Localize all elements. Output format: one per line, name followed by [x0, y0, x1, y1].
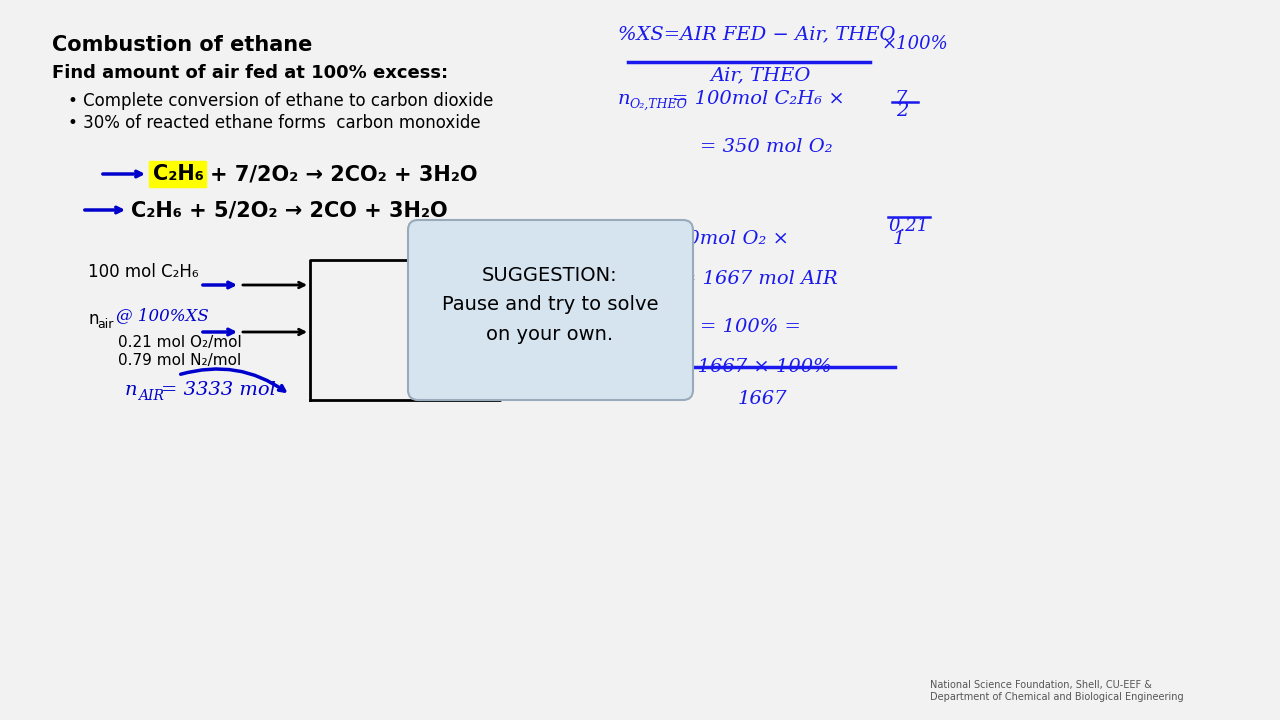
- Text: + 7/2O₂ → 2CO₂ + 3H₂O: + 7/2O₂ → 2CO₂ + 3H₂O: [210, 164, 477, 184]
- Text: n₁ mol CO₂: n₁ mol CO₂: [509, 258, 593, 272]
- Text: 7: 7: [895, 90, 908, 108]
- Text: Combustion of ethane: Combustion of ethane: [52, 35, 312, 55]
- Text: %XS = 100% =: %XS = 100% =: [648, 318, 801, 336]
- Text: 2: 2: [896, 102, 909, 120]
- Text: = 3333 mol: = 3333 mol: [161, 381, 276, 399]
- Text: 100 mol C₂H₆: 100 mol C₂H₆: [88, 263, 198, 281]
- Text: C₂H₆ + 5/2O₂ → 2CO + 3H₂O: C₂H₆ + 5/2O₂ → 2CO + 3H₂O: [131, 200, 448, 220]
- Text: n₃ mol H₂O: n₃ mol H₂O: [509, 302, 594, 317]
- Text: 1667: 1667: [739, 390, 787, 408]
- Text: n: n: [618, 90, 631, 108]
- Text: 0.21 mol O₂/mol: 0.21 mol O₂/mol: [118, 335, 242, 349]
- Text: O₂,THEO: O₂,THEO: [630, 98, 687, 111]
- Text: 0.21: 0.21: [888, 217, 928, 235]
- Text: • Complete conversion of ethane to carbon dioxide: • Complete conversion of ethane to carbo…: [68, 92, 493, 110]
- Text: = 1667 mol AIR: = 1667 mol AIR: [680, 270, 837, 288]
- Text: ×100%: ×100%: [882, 35, 948, 53]
- Text: • 30% of reacted ethane forms  carbon monoxide: • 30% of reacted ethane forms carbon mon…: [68, 114, 480, 132]
- Text: n₆ mol C₂H₆: n₆ mol C₂H₆: [509, 367, 598, 382]
- Text: = 100mol C₂H₆ ×: = 100mol C₂H₆ ×: [672, 90, 845, 108]
- Text: 0.79 mol N₂/mol: 0.79 mol N₂/mol: [118, 353, 241, 367]
- Text: C₂H₆: C₂H₆: [154, 164, 204, 184]
- Text: Air, THEO: Air, THEO: [710, 66, 810, 84]
- Text: − 1667 × 100%: − 1667 × 100%: [675, 358, 832, 376]
- Text: AIR: AIR: [653, 365, 678, 379]
- Text: = 350mol O₂ ×: = 350mol O₂ ×: [640, 230, 788, 248]
- FancyBboxPatch shape: [408, 220, 692, 400]
- Text: = 350 mol O₂: = 350 mol O₂: [700, 138, 832, 156]
- Text: National Science Foundation, Shell, CU-EEF &
Department of Chemical and Biologic: National Science Foundation, Shell, CU-E…: [931, 680, 1184, 702]
- Text: n: n: [640, 358, 653, 376]
- Text: %XS=AIR FED − Air, THEO: %XS=AIR FED − Air, THEO: [618, 25, 896, 43]
- Text: n₂ mol CO: n₂ mol CO: [509, 279, 586, 294]
- Text: SUGGESTION:
Pause and try to solve
on your own.: SUGGESTION: Pause and try to solve on yo…: [442, 266, 658, 344]
- Text: 1: 1: [893, 230, 905, 248]
- Text: n: n: [88, 310, 99, 328]
- Text: n₅ mol N₂: n₅ mol N₂: [509, 346, 581, 361]
- Text: air: air: [97, 318, 114, 330]
- Text: @ 100%XS: @ 100%XS: [116, 307, 209, 325]
- Text: Find amount of air fed at 100% excess:: Find amount of air fed at 100% excess:: [52, 64, 448, 82]
- FancyBboxPatch shape: [148, 161, 206, 187]
- Text: n₄ mol O₂: n₄ mol O₂: [509, 323, 582, 338]
- Text: AIR: AIR: [138, 389, 164, 403]
- Text: n: n: [125, 381, 137, 399]
